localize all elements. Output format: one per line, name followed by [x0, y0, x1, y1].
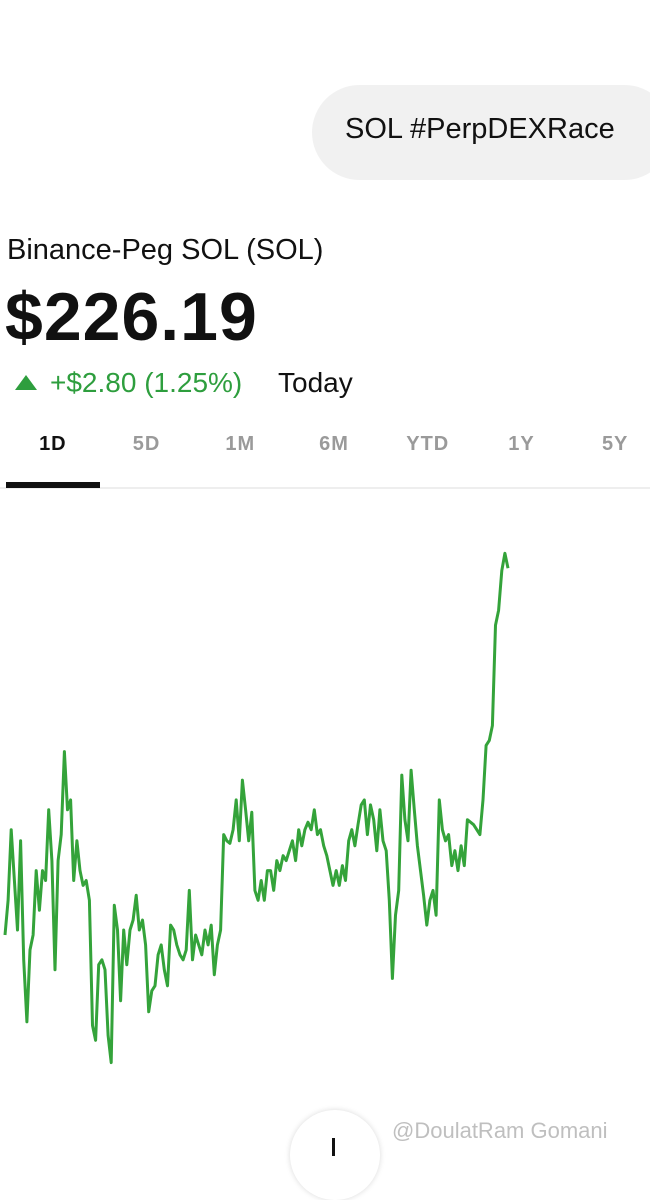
- message-text: SOL #PerpDEXRace: [345, 113, 615, 145]
- range-tabs: 1D 5D 1M 6M YTD 1Y 5Y: [6, 433, 650, 456]
- range-tab[interactable]: 6M: [319, 433, 349, 455]
- range-tab[interactable]: YTD: [406, 433, 450, 455]
- range-tab[interactable]: 5Y: [601, 433, 629, 455]
- screen: {"message": "SOL #PerpDEXRace", "asset":…: [0, 85, 650, 1156]
- range-tab[interactable]: 1M: [225, 433, 256, 455]
- price-change: +$2.80 (1.25%): [50, 367, 243, 398]
- message-bubble: [312, 85, 650, 180]
- range-tab[interactable]: 1Y: [508, 433, 535, 455]
- up-arrow: [15, 375, 37, 390]
- range-tab[interactable]: 5D: [132, 433, 161, 455]
- period-label: Today: [278, 367, 353, 398]
- price: $226.19: [5, 279, 258, 355]
- price-line: [3, 551, 510, 1065]
- watermark: @DoulatRam Gomani: [392, 1118, 608, 1143]
- price-chart: [3, 551, 510, 1065]
- divider: [0, 487, 650, 489]
- tab-indicator: [6, 482, 100, 488]
- asset-name: Binance-Peg SOL (SOL): [7, 234, 324, 266]
- range-tab[interactable]: 1D: [39, 433, 67, 455]
- home-button[interactable]: [290, 1110, 380, 1200]
- home-indicator: [332, 1138, 335, 1156]
